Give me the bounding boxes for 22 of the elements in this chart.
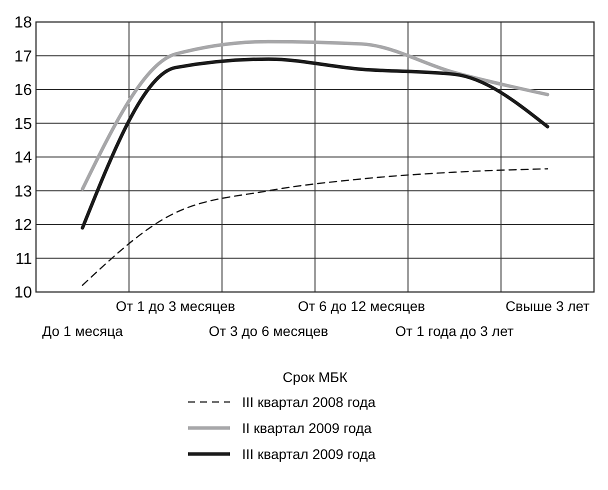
x-tick-label: Свыше 3 лет <box>505 298 590 314</box>
line-series <box>82 168 548 286</box>
y-tick-label: 17 <box>14 48 32 66</box>
y-tick-label: 11 <box>15 250 32 268</box>
x-tick-label: До 1 месяца <box>42 323 124 339</box>
line-series <box>80 40 550 191</box>
y-tick-label: 15 <box>14 116 32 133</box>
x-axis-title: Срок МБК <box>282 369 348 385</box>
y-tick-label: 10 <box>14 284 32 302</box>
x-tick-label: От 1 года до 3 лет <box>395 323 514 339</box>
y-tick-label: 18 <box>14 14 32 32</box>
line-series <box>80 57 550 230</box>
legend-label: III квартал 2008 года <box>242 394 376 410</box>
y-tick-label: 16 <box>14 82 32 100</box>
y-tick-label: 13 <box>14 183 32 200</box>
legend-label: II квартал 2009 года <box>242 420 372 436</box>
legend-label: III квартал 2009 года <box>242 446 376 462</box>
x-tick-label: От 1 до 3 месяцев <box>116 298 236 314</box>
y-tick-label: 14 <box>14 150 32 167</box>
x-tick-label: От 3 до 6 месяцев <box>208 323 328 339</box>
y-tick-label: 12 <box>14 217 32 234</box>
x-tick-label: От 6 до 12 месяцев <box>298 298 426 314</box>
